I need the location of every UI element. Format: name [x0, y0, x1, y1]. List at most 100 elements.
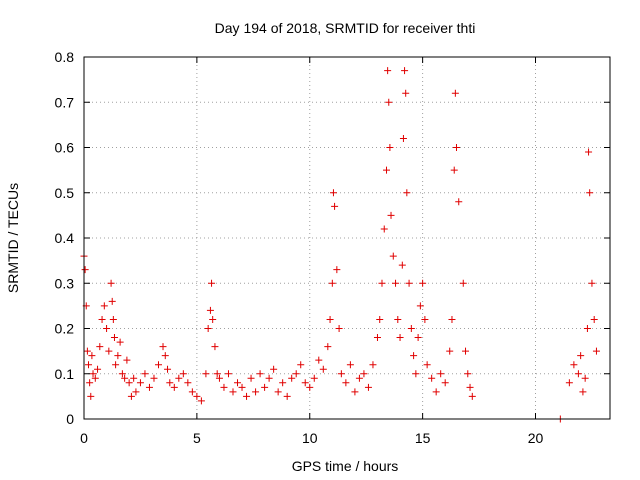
x-tick-label: 20 [528, 430, 544, 446]
data-point [462, 347, 470, 355]
data-point [204, 325, 212, 332]
data-point [394, 315, 402, 323]
x-tick-label: 0 [80, 430, 88, 446]
y-axis-ticks: 0 0.1 0.2 0.3 0.4 0.5 0.6 0.7 0.8 [55, 49, 610, 427]
data-point [412, 370, 420, 378]
data-point [108, 297, 116, 305]
data-point [405, 279, 413, 287]
data-point [159, 343, 167, 351]
data-point [387, 211, 395, 219]
data-point [136, 379, 144, 387]
y-tick-label: 0 [66, 411, 74, 427]
data-point [380, 225, 388, 233]
y-axis-label: SRMTID / TECUs [5, 183, 21, 293]
data-point [432, 388, 440, 396]
data-point [577, 352, 585, 360]
data-point [301, 379, 309, 387]
data-point [279, 379, 287, 387]
x-tick-label: 15 [415, 430, 431, 446]
data-point [96, 343, 104, 351]
data-point [213, 370, 221, 378]
data-point [91, 374, 99, 382]
grid-layer [84, 57, 610, 419]
data-point [378, 279, 386, 287]
data-point [100, 302, 108, 310]
y-tick-label: 0.5 [55, 185, 75, 201]
data-point [238, 383, 246, 391]
data-point [586, 189, 594, 197]
data-point [127, 392, 135, 400]
data-point [209, 315, 217, 323]
data-point [585, 148, 593, 156]
x-tick-label: 5 [193, 430, 201, 446]
data-point [466, 383, 474, 391]
data-point [419, 279, 427, 287]
data-point [455, 198, 463, 206]
data-point [123, 356, 131, 364]
data-point [364, 383, 372, 391]
data-point [211, 343, 219, 351]
data-point [247, 374, 255, 382]
data-point [170, 383, 178, 391]
data-point [121, 374, 129, 382]
data-point [130, 374, 138, 382]
chart-title: Day 194 of 2018, SRMTID for receiver tht… [215, 20, 476, 36]
data-points [80, 67, 600, 423]
data-point [376, 315, 384, 323]
data-point [274, 388, 282, 396]
data-point [220, 383, 228, 391]
data-point [261, 383, 269, 391]
data-point [452, 144, 460, 151]
data-point [326, 315, 334, 323]
data-point [310, 374, 318, 382]
data-point [114, 352, 122, 360]
data-point [369, 361, 377, 369]
data-point [297, 361, 305, 369]
data-point [283, 392, 291, 400]
data-point [581, 374, 589, 382]
data-point [315, 356, 323, 364]
data-point [110, 334, 118, 342]
data-point [399, 134, 407, 142]
data-point [337, 370, 345, 378]
data-point [197, 397, 205, 405]
data-point [112, 361, 120, 369]
data-point [385, 98, 393, 106]
data-point [355, 374, 363, 382]
data-point [570, 361, 578, 369]
data-point [396, 334, 404, 342]
data-point [328, 279, 336, 287]
data-point [579, 388, 587, 396]
data-point [583, 325, 591, 332]
data-point [243, 392, 251, 400]
data-point [373, 334, 381, 342]
data-point [208, 279, 216, 287]
data-point [89, 370, 97, 378]
data-point [389, 252, 397, 260]
data-point [410, 352, 418, 360]
y-tick-label: 0.8 [55, 49, 75, 65]
x-tick-label: 10 [302, 430, 318, 446]
data-point [565, 379, 573, 387]
data-point [224, 370, 232, 378]
data-point [109, 315, 117, 323]
data-point [386, 144, 394, 151]
data-point [324, 343, 332, 351]
data-point [87, 392, 95, 400]
data-point [292, 370, 300, 378]
data-point [464, 370, 472, 378]
data-point [202, 370, 210, 378]
x-axis-label: GPS time / hours [292, 458, 399, 474]
data-point [333, 266, 341, 274]
data-point [166, 379, 174, 387]
data-point [132, 388, 140, 396]
data-point [88, 352, 96, 360]
y-tick-label: 0.4 [55, 230, 75, 246]
data-point [392, 279, 400, 287]
data-point [116, 338, 124, 346]
data-point [86, 379, 94, 387]
data-point [459, 279, 467, 287]
data-point [81, 266, 89, 274]
data-point [590, 315, 598, 323]
